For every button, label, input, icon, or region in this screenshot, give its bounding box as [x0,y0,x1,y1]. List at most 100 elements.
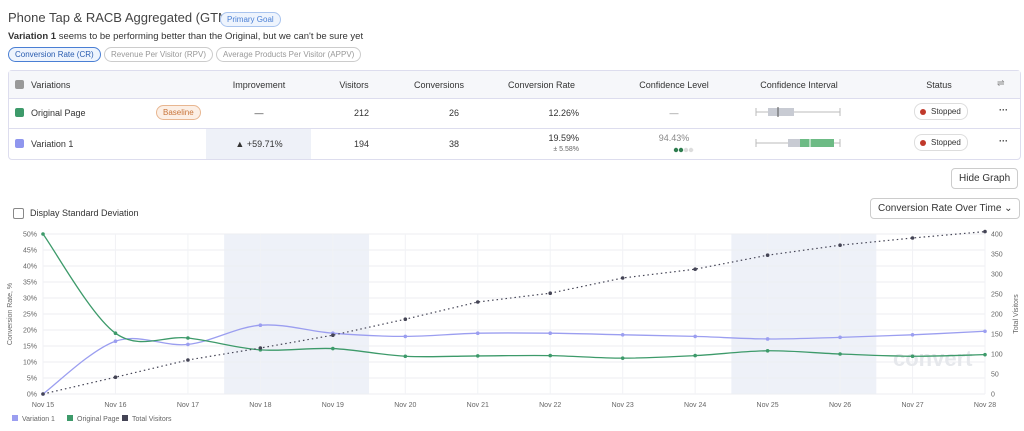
point [983,352,987,357]
y-tick-label: 10% [23,360,37,367]
conversion-rate-error: ± 5.58% [553,146,579,153]
y2-tick-label: 50 [991,372,999,379]
point [331,333,335,337]
point [258,346,263,350]
x-tick-label: Nov 25 [757,402,779,409]
x-tick-label: Nov 27 [901,402,923,409]
tab[interactable]: Revenue Per Visitor (RPV) [104,47,213,62]
visitors: 212 [353,108,369,118]
legend-label: Variation 1 [22,416,55,423]
legend-label: Original Page [77,416,120,423]
more-menu[interactable]: ··· [999,105,1008,115]
y2-tick-label: 350 [991,252,1003,259]
conversion-rate: 12.26% [548,108,579,118]
more-menu[interactable]: ··· [999,136,1008,146]
point [403,354,408,359]
visitors: 194 [353,139,369,149]
point [910,333,915,337]
x-tick-label: Nov 17 [177,402,199,409]
status-text: Stopped [931,138,961,147]
y-tick-label: 0% [27,392,37,399]
view-label: Conversion Rate Over Time [878,203,1002,214]
y-tick-label: 35% [23,280,37,287]
x-tick-label: Nov 28 [974,402,996,409]
summary-text: seems to be performing better than the O… [58,31,364,42]
point [983,229,987,234]
point [548,353,553,358]
watermark: convert [893,346,973,371]
status[interactable]: Stopped [914,134,968,151]
point [620,276,625,280]
x-tick-label: Nov 26 [829,402,851,409]
row-name: Original Page [31,108,86,118]
legend-swatch [122,415,128,421]
conversions: 26 [448,108,459,118]
y2-tick-label: 100 [991,352,1003,359]
x-tick-label: Nov 19 [322,402,344,409]
point [113,331,118,335]
point [41,232,45,236]
x-tick-label: Nov 20 [394,402,416,409]
confidence-dots [673,147,694,153]
improvement-value: +59.71% [246,139,283,149]
point [765,349,770,353]
improvement: ▲ +59.71% [235,139,283,149]
col-header: Improvement [232,80,286,90]
checkbox[interactable] [13,208,24,219]
x-tick-label: Nov 22 [539,402,561,409]
x-tick-label: Nov 23 [612,402,634,409]
improvement-cell [206,129,311,159]
point [765,253,770,257]
tab[interactable]: Average Products Per Visitor (APPV) [216,47,362,62]
point [41,392,45,396]
y-tick-label: 25% [23,312,37,319]
conversion-rate: 19.59% [548,133,579,143]
x-tick-label: Nov 18 [249,402,271,409]
table: Variations Improvement Visitors Conversi… [8,70,1021,160]
hide-graph-button[interactable]: Hide Graph [951,168,1019,189]
col-header: Confidence Level [639,80,709,90]
chart: 0% 5% 10% 15% 20% 25% 30% 35% 40% 45% 50% 0 50 100 150… [7,229,1020,423]
x-tick-label: Nov 16 [104,402,126,409]
x-tick-label: Nov 21 [467,402,489,409]
point [113,375,118,379]
point [693,267,697,271]
legend-label: Total Visitors [132,416,172,423]
std-dev-label: Display Standard Deviation [30,208,139,218]
point [838,243,842,247]
y-tick-label: 20% [23,328,37,335]
y-tick-label: 40% [23,264,37,271]
point [910,354,915,359]
legend-swatch [67,415,73,421]
settings-icon[interactable]: ⇌ [997,78,1005,88]
tab[interactable]: Conversion Rate (CR) [8,47,101,62]
conversions: 38 [448,139,459,149]
point [548,331,553,335]
y-tick-label: 50% [23,232,37,239]
checkbox[interactable] [15,139,24,148]
checkbox[interactable] [15,80,24,89]
confidence: 94.43% [658,133,690,143]
y2-tick-label: 150 [991,332,1003,339]
status-text: Stopped [931,107,961,116]
y2-tick-label: 200 [991,312,1003,319]
badge: Primary Goal [220,12,281,27]
view-dropdown[interactable]: Conversion Rate Over Time ⌄ [870,198,1020,219]
y2-tick-label: 300 [991,272,1003,279]
point [403,317,408,321]
y-tick-label: 15% [23,344,37,351]
point [838,335,842,340]
y2-tick-label: 400 [991,232,1003,239]
checkbox[interactable] [15,108,24,117]
confidence-interval [755,138,841,148]
status[interactable]: Stopped [914,103,968,120]
row-sep [9,128,1020,129]
point [331,346,335,351]
summary-bold: Variation 1 [8,31,57,42]
col-header: Confidence Interval [760,80,838,90]
point [983,329,987,334]
col-header: Visitors [339,80,369,90]
point [186,336,190,340]
improvement: — [254,108,264,118]
